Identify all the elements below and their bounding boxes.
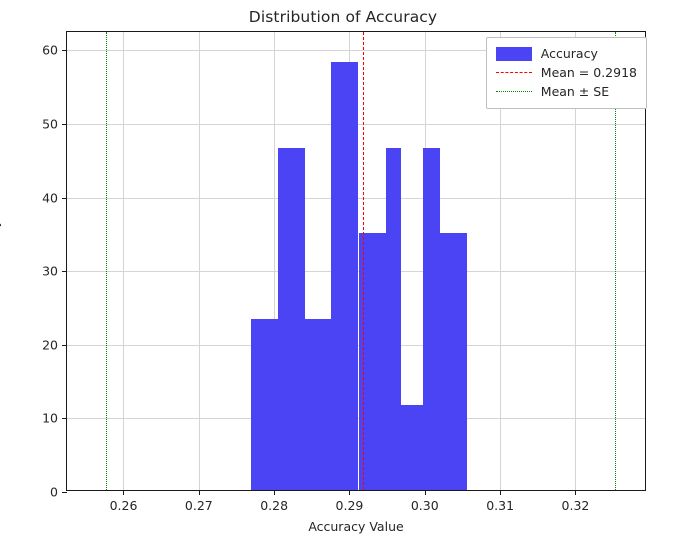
x-axis-tick-label: 0.30: [410, 498, 439, 513]
legend-dot-icon: [495, 91, 532, 92]
y-axis-tick: [62, 124, 67, 125]
x-axis-tick: [500, 490, 502, 495]
x-axis-label: Accuracy Value: [308, 519, 404, 534]
gridline-vertical: [274, 32, 276, 490]
gridline-horizontal: [67, 50, 645, 52]
legend-dash-icon: [495, 72, 532, 73]
x-axis-tick: [274, 490, 276, 495]
x-axis-tick: [575, 490, 577, 495]
histogram-bar: [305, 319, 332, 490]
histogram-bar: [250, 319, 278, 490]
vline-mean-plus-se: [615, 32, 617, 490]
y-axis-tick-label: 0: [50, 484, 58, 500]
vline-mean: [363, 32, 365, 490]
y-axis-tick: [62, 50, 67, 52]
x-axis-tick-label: 0.29: [335, 498, 364, 513]
legend-item: Accuracy: [495, 44, 637, 63]
x-axis-tick-label: 0.32: [561, 498, 590, 513]
histogram-bar: [422, 147, 440, 490]
y-axis-tick: [62, 344, 67, 346]
histogram-bar: [400, 404, 423, 490]
legend-item: Mean = 0.2918: [495, 63, 637, 82]
y-axis-tick-label: 10: [42, 410, 58, 426]
legend-item-label: Accuracy: [540, 46, 598, 61]
legend-patch-icon: [495, 46, 532, 61]
histogram-bar: [277, 147, 306, 490]
x-axis-tick: [123, 490, 125, 495]
y-axis-tick: [62, 492, 67, 493]
x-axis-tick-label: 0.31: [486, 498, 515, 513]
gridline-vertical: [198, 32, 200, 490]
chart-legend: Accuracy Mean = 0.2918 Mean ± SE: [485, 37, 647, 109]
x-axis-tick-label: 0.27: [184, 498, 213, 513]
histogram-bar: [385, 147, 401, 490]
y-axis-tick: [62, 271, 67, 273]
gridline-vertical: [575, 32, 577, 490]
y-axis-tick-label: 60: [42, 42, 58, 58]
chart-title: Distribution of Accuracy: [248, 8, 438, 26]
x-axis-tick: [424, 490, 426, 495]
x-axis-tick-label: 0.26: [109, 498, 138, 513]
y-axis-tick-label: 20: [42, 337, 58, 353]
y-axis-tick: [62, 197, 67, 199]
histogram-bar: [331, 62, 359, 490]
gridline-vertical: [500, 32, 502, 490]
x-axis-tick: [198, 490, 200, 495]
plot-area: [67, 32, 645, 490]
x-axis-tick-label: 0.28: [260, 498, 289, 513]
legend-item-label: Mean = 0.2918: [540, 65, 637, 80]
histogram-bar: [439, 233, 467, 490]
legend-item-label: Mean ± SE: [540, 84, 610, 99]
legend-item: Mean ± SE: [495, 82, 637, 101]
vline-mean-minus-se: [106, 32, 108, 490]
y-axis-tick-label: 50: [42, 116, 58, 132]
x-axis-tick: [349, 490, 351, 495]
gridline-vertical: [123, 32, 125, 490]
y-axis-tick-label: 40: [42, 190, 58, 206]
y-axis-label: Density: [0, 220, 2, 268]
y-axis-tick: [62, 418, 67, 420]
y-axis-tick-label: 30: [42, 263, 58, 279]
